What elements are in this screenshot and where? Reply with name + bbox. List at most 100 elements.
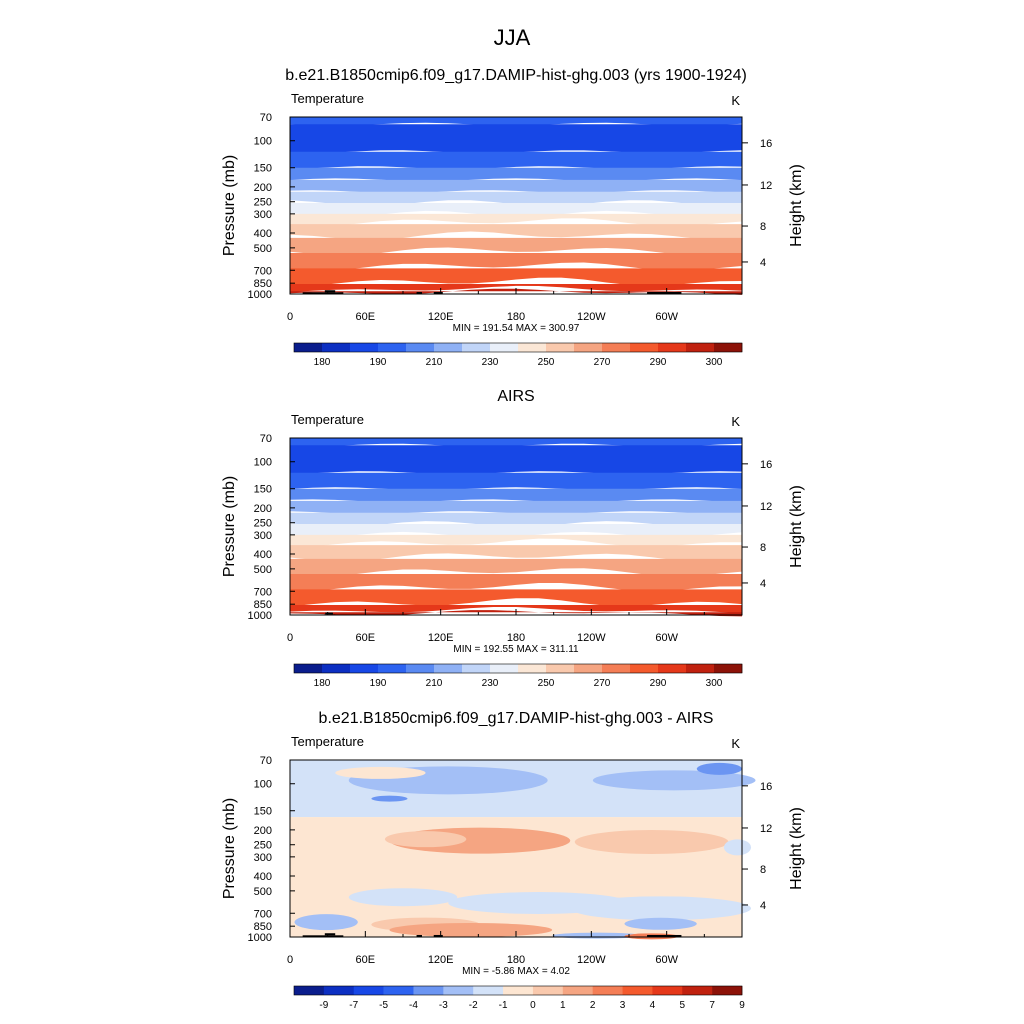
pressure-tick-label: 1000: [248, 932, 272, 944]
colorbar-swatch: [322, 343, 351, 352]
colorbar-swatch: [434, 664, 463, 673]
pressure-tick-label: 250: [254, 518, 272, 530]
colorbar-swatch: [473, 986, 504, 995]
temperature-band: [290, 558, 742, 577]
min-max-stats: MIN = 191.54 MAX = 300.97: [453, 323, 580, 334]
temperature-band: [290, 203, 742, 217]
pressure-tick-label: 700: [254, 908, 272, 920]
topography-mask: [647, 291, 682, 294]
height-tick-label: 12: [760, 501, 772, 513]
colorbar-swatch: [658, 343, 687, 352]
pressure-tick-label: 100: [254, 457, 272, 469]
colorbar-label: 180: [314, 357, 331, 368]
min-max-stats: MIN = -5.86 MAX = 4.02: [462, 966, 570, 977]
height-tick-label: 8: [760, 221, 766, 233]
temperature-band: [290, 500, 742, 515]
colorbar-label: 210: [426, 678, 443, 689]
colorbar-label: 250: [538, 678, 555, 689]
topography-mask: [433, 291, 443, 294]
colorbar-label: 9: [739, 1000, 745, 1011]
longitude-tick-label: 180: [507, 311, 525, 323]
colorbar-label: -3: [439, 1000, 448, 1011]
difference-anomaly: [624, 917, 697, 930]
temperature-band: [290, 224, 742, 241]
colorbar-label: 300: [706, 678, 723, 689]
colorbar-swatch: [574, 343, 603, 352]
difference-anomaly: [294, 914, 358, 931]
colorbar-swatch: [294, 986, 325, 995]
colorbar-label: 270: [594, 678, 611, 689]
height-tick-label: 4: [760, 257, 766, 269]
pressure-tick-label: 70: [260, 112, 272, 124]
colorbar-swatch: [602, 343, 631, 352]
difference-anomaly: [384, 831, 467, 848]
units-label: K: [731, 414, 740, 429]
longitude-tick-label: 120W: [577, 311, 606, 323]
colorbar-label: 190: [370, 357, 387, 368]
temperature-band: [290, 167, 742, 182]
colorbar-label: -5: [379, 1000, 388, 1011]
pressure-tick-label: 1000: [248, 610, 272, 622]
contour-field: [290, 117, 742, 295]
colorbar-swatch: [462, 343, 491, 352]
pressure-tick-label: 400: [254, 228, 272, 240]
difference-anomaly: [592, 770, 756, 791]
contour-field: [290, 438, 742, 617]
height-tick-label: 4: [760, 578, 766, 590]
difference-anomaly: [348, 888, 458, 907]
temperature-band: [290, 472, 742, 491]
temperature-band: [290, 268, 742, 287]
colorbar-swatch: [413, 986, 444, 995]
temperature-band: [290, 488, 742, 503]
panel-title: b.e21.B1850cmip6.f09_g17.DAMIP-hist-ghg.…: [319, 710, 714, 727]
colorbar-swatch: [652, 986, 683, 995]
colorbar-label: 7: [709, 1000, 715, 1011]
temperature-band: [290, 283, 742, 292]
topography-mask: [433, 934, 443, 937]
pressure-tick-label: 400: [254, 871, 272, 883]
longitude-tick-label: 120E: [428, 632, 454, 644]
colorbar-swatch: [323, 986, 355, 995]
variable-label: Temperature: [291, 412, 364, 427]
longitude-tick-label: 120E: [428, 954, 454, 966]
topography-mask: [302, 935, 344, 937]
topography-mask: [647, 934, 682, 937]
colorbar-swatch: [714, 343, 743, 352]
pressure-tick-label: 70: [260, 755, 272, 767]
topography-mask: [325, 612, 333, 615]
longitude-tick-label: 60W: [655, 954, 678, 966]
temperature-band: [290, 524, 742, 538]
colorbar-swatch: [712, 986, 743, 995]
difference-anomaly: [723, 839, 752, 856]
longitude-tick-label: 120W: [577, 954, 606, 966]
colorbar-label: 290: [650, 357, 667, 368]
height-tick-label: 12: [760, 823, 772, 835]
temperature-band: [290, 213, 742, 227]
height-tick-label: 16: [760, 138, 772, 150]
pressure-tick-label: 200: [254, 503, 272, 515]
pressure-tick-label: 700: [254, 265, 272, 277]
variable-label: Temperature: [291, 734, 364, 749]
pressure-tick-label: 150: [254, 163, 272, 175]
colorbar-swatch: [518, 343, 547, 352]
colorbar-swatch: [383, 986, 414, 995]
longitude-tick-label: 120E: [428, 311, 454, 323]
temperature-band: [290, 545, 742, 562]
temperature-band: [290, 237, 742, 256]
topography-mask: [324, 290, 336, 293]
colorbar-swatch: [378, 343, 407, 352]
pressure-tick-label: 1000: [248, 289, 272, 301]
colorbar-label: 230: [482, 357, 499, 368]
y-axis-label: Pressure (mb): [221, 155, 238, 256]
difference-anomaly: [389, 922, 553, 937]
longitude-tick-label: 60E: [356, 954, 376, 966]
colorbar-label: 4: [650, 1000, 656, 1011]
temperature-band: [290, 534, 742, 548]
colorbar: -9 -7 -5 -4 -3 -2 -1 0 1 2 3 4 5 7 9: [293, 985, 745, 1011]
pressure-tick-label: 700: [254, 586, 272, 598]
longitude-tick-label: 60E: [356, 632, 376, 644]
colorbar-swatch: [350, 343, 379, 352]
temperature-band: [290, 252, 742, 272]
difference-anomaly: [696, 762, 743, 775]
colorbar-label: 3: [620, 1000, 626, 1011]
